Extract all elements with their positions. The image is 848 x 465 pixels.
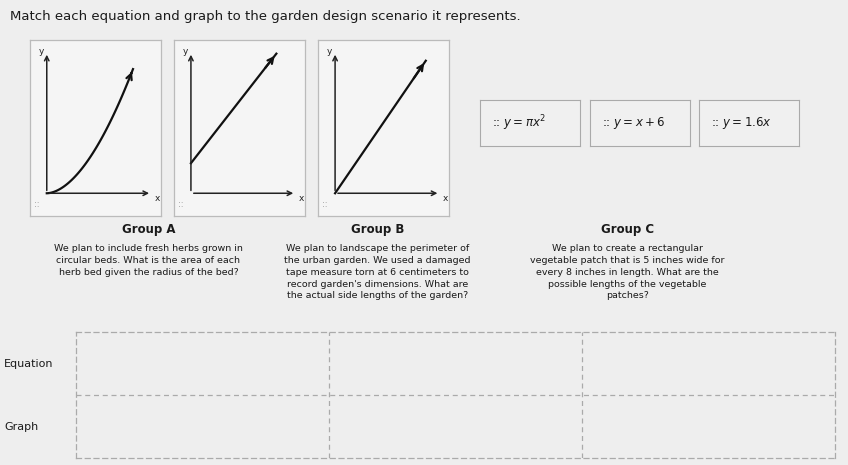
- Text: We plan to include fresh herbs grown in
circular beds. What is the area of each
: We plan to include fresh herbs grown in …: [54, 244, 243, 277]
- Text: ::: ::: [34, 200, 39, 209]
- Text: x: x: [298, 194, 304, 203]
- Text: Group A: Group A: [121, 223, 176, 236]
- Text: :: $\mathit{y}=1.6x$: :: $\mathit{y}=1.6x$: [711, 115, 772, 131]
- Text: We plan to create a rectangular
vegetable patch that is 5 inches wide for
every : We plan to create a rectangular vegetabl…: [530, 244, 725, 300]
- Text: ::: ::: [178, 200, 183, 209]
- Text: Group C: Group C: [601, 223, 654, 236]
- Text: Group B: Group B: [351, 223, 404, 236]
- Text: y: y: [183, 46, 188, 56]
- Text: Graph: Graph: [4, 422, 38, 432]
- Text: x: x: [443, 194, 449, 203]
- Text: x: x: [154, 194, 160, 203]
- Text: Equation: Equation: [4, 359, 53, 369]
- Text: ::: ::: [322, 200, 327, 209]
- Text: :: $\mathit{y}=\pi x^2$: :: $\mathit{y}=\pi x^2$: [492, 113, 546, 133]
- Text: We plan to landscape the perimeter of
the urban garden. We used a damaged
tape m: We plan to landscape the perimeter of th…: [284, 244, 471, 300]
- Text: y: y: [327, 46, 332, 56]
- Text: :: $\mathit{y}=x+6$: :: $\mathit{y}=x+6$: [602, 115, 666, 131]
- Text: y: y: [39, 46, 44, 56]
- Text: Match each equation and graph to the garden design scenario it represents.: Match each equation and graph to the gar…: [10, 10, 521, 23]
